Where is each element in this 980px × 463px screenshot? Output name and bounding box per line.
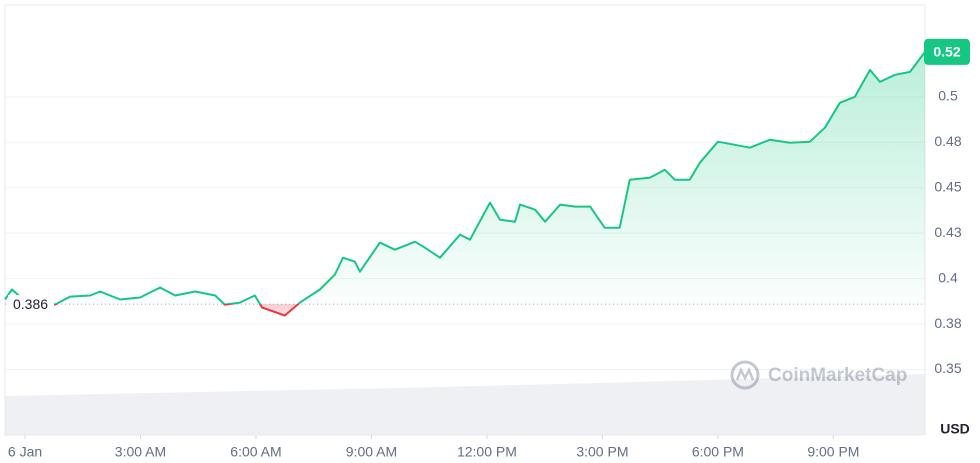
y-tick-label: 0.35 xyxy=(934,360,961,376)
watermark-logo-mark xyxy=(735,366,755,381)
y-tick-label: 0.38 xyxy=(934,315,961,331)
x-tick-label: 9:00 AM xyxy=(346,444,397,460)
x-tick-label: 9:00 PM xyxy=(807,444,859,460)
current-price-label: 0.52 xyxy=(933,44,960,60)
volume-band xyxy=(5,374,925,435)
current-price-tag xyxy=(924,38,970,65)
y-tick-label: 0.5 xyxy=(938,88,958,104)
price-area xyxy=(5,51,925,316)
x-tick-label: 12:00 PM xyxy=(457,444,517,460)
x-tick-label: 3:00 PM xyxy=(576,444,628,460)
watermark-text: CoinMarketCap xyxy=(768,365,907,386)
y-tick-label: 0.48 xyxy=(934,133,961,149)
price-line xyxy=(4,51,926,317)
baseline-label-bg xyxy=(8,295,54,314)
y-tick-label: 0.43 xyxy=(934,224,961,240)
watermark-logo xyxy=(730,360,760,390)
y-unit: USD xyxy=(940,421,970,437)
x-tick-label: 6:00 AM xyxy=(230,444,281,460)
x-tick-label: 6:00 PM xyxy=(692,444,744,460)
x-tick-label: 6 Jan xyxy=(8,444,42,460)
x-tick-label: 3:00 AM xyxy=(115,444,166,460)
y-tick-label: 0.45 xyxy=(934,178,961,194)
y-tick-label: 0.4 xyxy=(938,269,958,285)
baseline-label: 0.386 xyxy=(13,296,48,312)
watermark: CoinMarketCap xyxy=(730,360,907,390)
